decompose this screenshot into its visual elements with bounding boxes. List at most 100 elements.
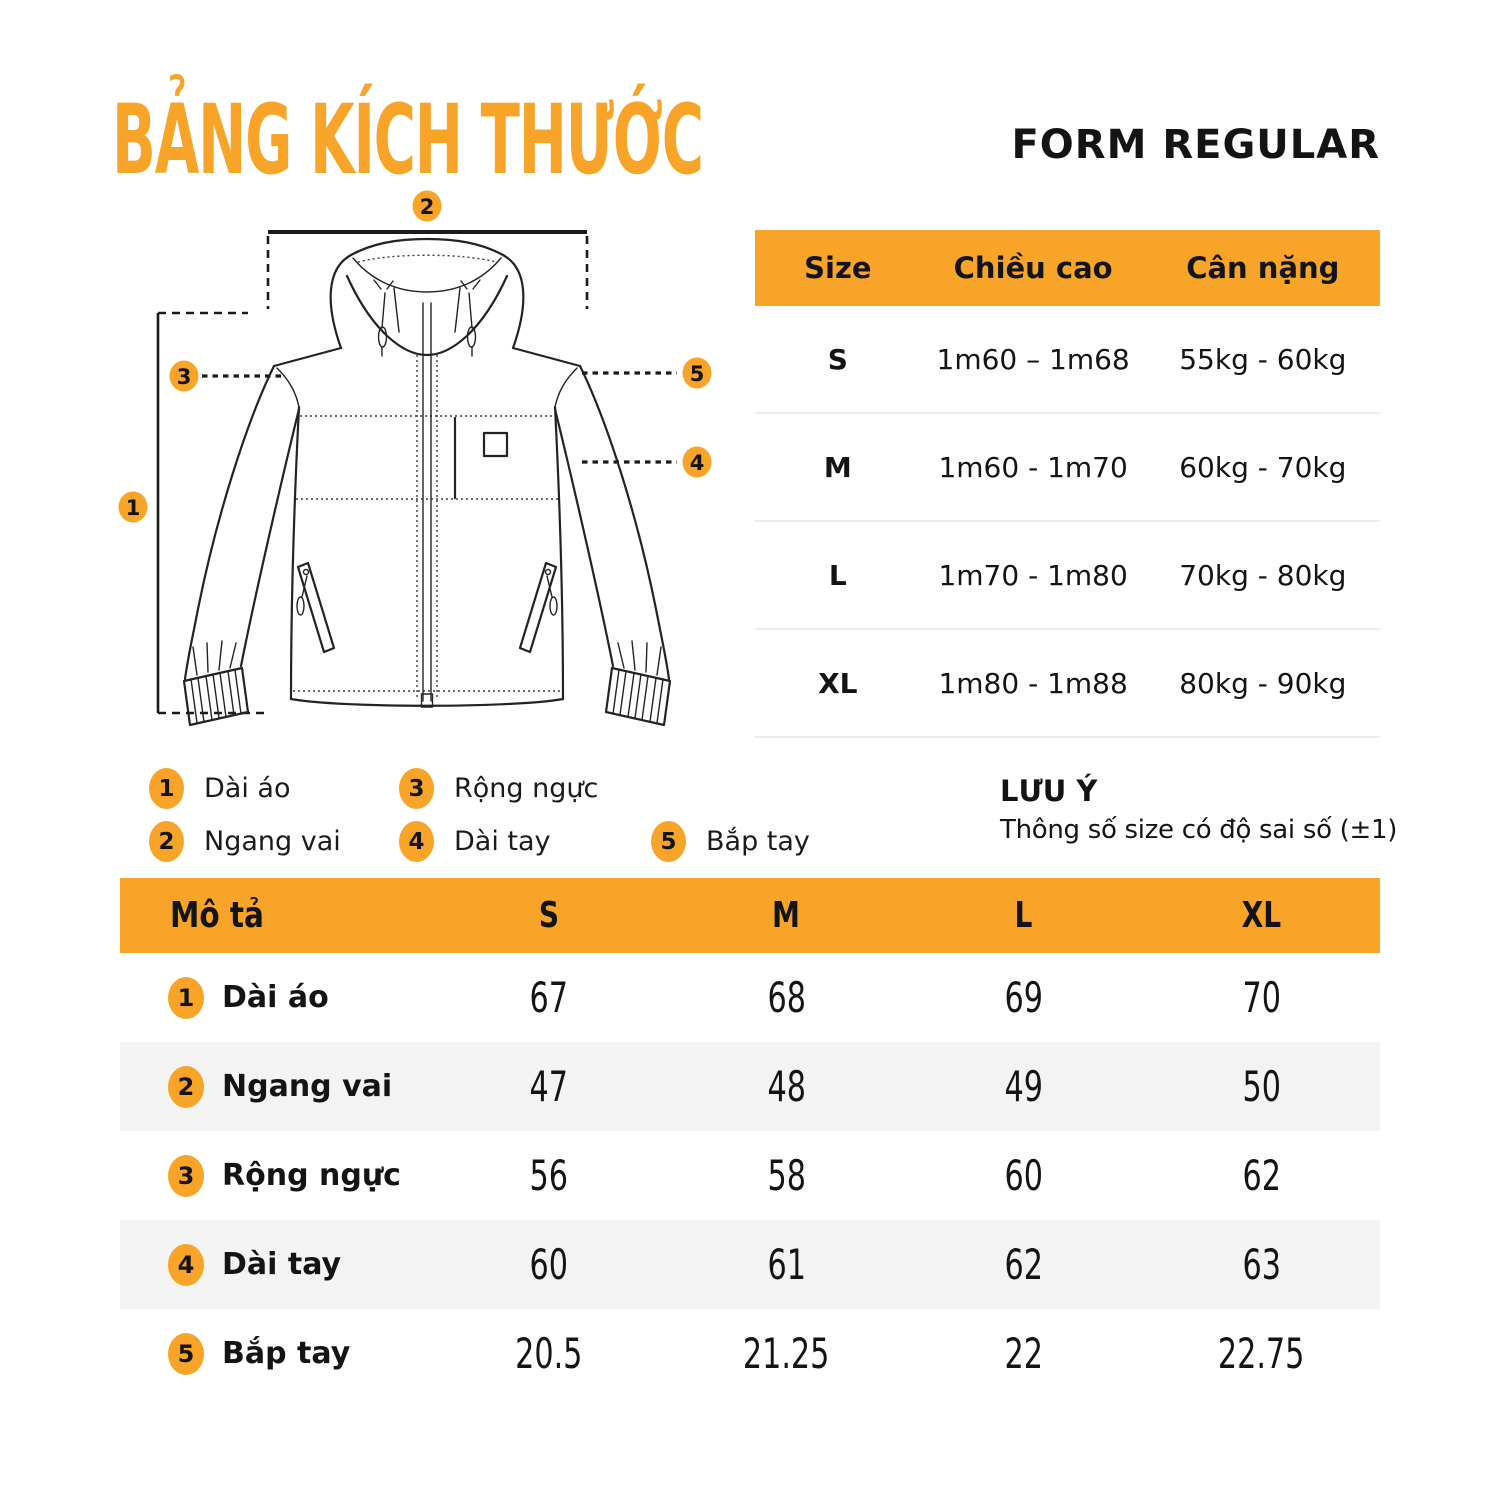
weight-cell: 80kg - 90kg	[1179, 666, 1347, 700]
callout-4-circle	[682, 446, 712, 478]
legend-label: Rộng ngực	[454, 773, 599, 804]
value-cell: 22.75	[1217, 1329, 1305, 1378]
note-block: LƯU Ý Thông số size có độ sai số (±1)	[1000, 774, 1400, 845]
value-cell: 47	[529, 1062, 568, 1111]
jacket-hood	[329, 237, 525, 357]
legend-label: Bắp tay	[706, 826, 810, 857]
value-cell: 62	[1241, 1151, 1281, 1200]
size-table-row-s: S 1m60 – 1m68 55kg - 60kg	[755, 306, 1380, 414]
row-number-badge: 3	[168, 1154, 204, 1197]
size-table-row-m: M 1m60 - 1m70 60kg - 70kg	[755, 414, 1380, 522]
size-table-header-weight: Cân nặng	[1186, 251, 1340, 285]
measurement-row-bap-tay: 5 Bắp tay 20.5 21.25 22 22.75	[120, 1309, 1380, 1398]
height-cell: 1m60 – 1m68	[936, 342, 1130, 376]
measurement-header-s: S	[538, 895, 559, 936]
callout-3-number: 3	[177, 365, 192, 389]
value-cell: 61	[766, 1240, 806, 1289]
height-cell: 1m80 - 1m88	[938, 666, 1128, 700]
measurement-header-m: M	[772, 895, 801, 936]
chest-logo-patch	[482, 431, 509, 458]
value-cell: 49	[1004, 1062, 1043, 1111]
measurement-header-label: Mô tả	[170, 895, 264, 936]
weight-cell: 55kg - 60kg	[1179, 342, 1347, 376]
value-cell: 60	[1004, 1151, 1043, 1200]
size-cell: S	[827, 342, 848, 376]
callout-5-circle	[682, 357, 712, 389]
height-cell: 1m70 - 1m80	[938, 558, 1128, 592]
callout-1-circle	[118, 491, 148, 523]
legend-number-badge: 4	[399, 821, 434, 862]
value-cell: 63	[1241, 1240, 1281, 1289]
row-label: Ngang vai	[222, 1069, 393, 1104]
value-cell: 67	[529, 973, 568, 1022]
form-regular-label: FORM REGULAR	[1011, 122, 1380, 168]
measurement-table-header: Mô tả S M L XL	[120, 878, 1380, 953]
row-label: Dài tay	[222, 1247, 342, 1282]
row-number-badge: 5	[168, 1332, 204, 1375]
row-number-badge: 2	[168, 1065, 204, 1108]
measurement-row-dai-tay: 4 Dài tay 60 61 62 63	[120, 1220, 1380, 1309]
measurement-header-xl: XL	[1241, 895, 1282, 936]
callout-2-number: 2	[420, 195, 435, 219]
value-cell: 50	[1241, 1062, 1281, 1111]
jacket-sleeves	[182, 364, 672, 727]
size-cell: M	[823, 450, 852, 484]
callout-3-circle	[169, 360, 199, 392]
jacket-pockets	[296, 561, 558, 654]
measurement-row-ngang-vai: 2 Ngang vai 47 48 49 50	[120, 1042, 1380, 1131]
value-cell: 22	[1004, 1329, 1043, 1378]
jacket-body	[272, 346, 582, 707]
row-label: Dài áo	[222, 980, 329, 1015]
legend-item-bap-tay: 5 Bắp tay	[651, 821, 810, 862]
row-label: Rộng ngực	[222, 1158, 401, 1193]
row-number-badge: 1	[168, 976, 204, 1019]
size-cell: L	[828, 558, 847, 592]
legend-item-ngang-vai: 2 Ngang vai	[149, 821, 341, 862]
size-cell: XL	[818, 666, 858, 700]
row-label: Bắp tay	[222, 1336, 351, 1371]
size-table-header-height: Chiều cao	[953, 251, 1113, 285]
value-cell: 58	[766, 1151, 806, 1200]
jacket-zipper	[416, 302, 438, 708]
callout-5-number: 5	[690, 362, 705, 386]
measurement-table: Mô tả S M L XL 1 Dài áo 67 68 69 70 2 Ng…	[120, 878, 1380, 1398]
value-cell: 20.5	[515, 1329, 583, 1378]
measurement-lines	[156, 230, 677, 715]
callout-1-number: 1	[126, 496, 141, 520]
note-title: LƯU Ý	[1000, 774, 1098, 808]
legend-label: Dài áo	[204, 773, 291, 804]
value-cell: 68	[766, 973, 806, 1022]
callout-4-number: 4	[690, 451, 705, 475]
value-cell: 69	[1004, 973, 1043, 1022]
value-cell: 48	[766, 1062, 806, 1111]
value-cell: 70	[1241, 973, 1281, 1022]
page-title: BẢNG KÍCH THƯỚC	[112, 84, 704, 196]
measurement-row-dai-ao: 1 Dài áo 67 68 69 70	[120, 953, 1380, 1042]
measurement-row-rong-nguc: 3 Rộng ngực 56 58 60 62	[120, 1131, 1380, 1220]
legend-item-dai-tay: 4 Dài tay	[399, 821, 551, 862]
legend-number-badge: 5	[651, 821, 686, 862]
legend-item-dai-ao: 1 Dài áo	[149, 768, 290, 809]
legend-label: Dài tay	[454, 826, 551, 857]
legend-number-badge: 3	[399, 768, 434, 809]
size-table-row-l: L 1m70 - 1m80 70kg - 80kg	[755, 522, 1380, 630]
legend-number-badge: 1	[149, 768, 184, 809]
diagram-callouts: 1 2 3 4 5	[118, 190, 712, 523]
size-table-header-size: Size	[804, 251, 872, 285]
size-reference-table: Size Chiều cao Cân nặng S 1m60 – 1m68 55…	[755, 230, 1380, 738]
height-cell: 1m60 - 1m70	[938, 450, 1128, 484]
value-cell: 56	[529, 1151, 568, 1200]
legend-label: Ngang vai	[204, 826, 341, 857]
row-number-badge: 4	[168, 1243, 204, 1286]
note-text: Thông số size có độ sai số (±1)	[1000, 815, 1398, 845]
legend-item-rong-nguc: 3 Rộng ngực	[399, 768, 598, 809]
weight-cell: 60kg - 70kg	[1179, 450, 1347, 484]
weight-cell: 70kg - 80kg	[1179, 558, 1347, 592]
value-cell: 60	[529, 1240, 568, 1289]
value-cell: 21.25	[742, 1329, 830, 1378]
callout-2-circle	[412, 190, 442, 222]
size-table-header: Size Chiều cao Cân nặng	[755, 230, 1380, 306]
measurement-header-l: L	[1014, 895, 1033, 936]
jacket-diagram: 1 2 3 4 5	[118, 190, 712, 727]
